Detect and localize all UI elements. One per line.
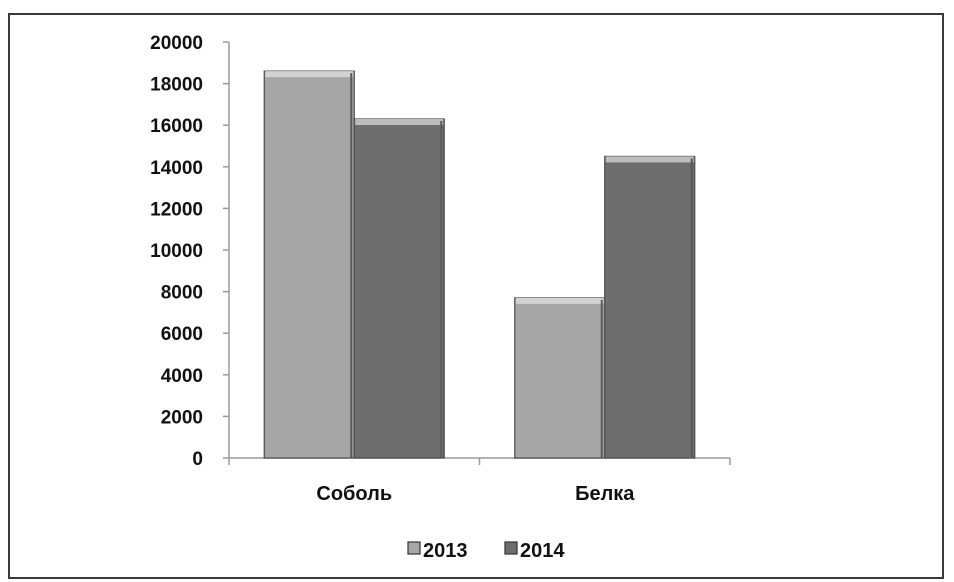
legend-label: 2014: [520, 540, 565, 562]
y-tick-label: 4000: [161, 366, 203, 387]
legend-label: 2013: [423, 540, 468, 562]
legend: 2013 2014: [407, 540, 565, 562]
bar-body: [514, 297, 606, 459]
y-tick-label: 6000: [161, 324, 203, 345]
y-tick-label: 0: [192, 449, 203, 470]
y-tick-label: 18000: [150, 75, 203, 96]
bar-2013: [263, 70, 355, 459]
bar-top-bevel: [605, 156, 694, 163]
legend-swatch: [504, 541, 518, 555]
bar-2014: [604, 155, 696, 459]
bar-body: [604, 155, 696, 459]
bars: [263, 70, 696, 459]
legend-item-2013: 2013: [407, 540, 468, 562]
chart-frame: [8, 13, 944, 579]
legend-item-2014: 2014: [504, 540, 565, 562]
bar-top-bevel: [355, 118, 444, 125]
legend-swatch: [407, 541, 421, 555]
bar-body: [263, 70, 355, 459]
x-category-label: Соболь: [316, 483, 392, 505]
y-tick-label: 10000: [150, 241, 203, 262]
bar-top-bevel: [265, 71, 354, 78]
y-tick-label: 14000: [150, 158, 203, 179]
bar-top-bevel: [515, 297, 604, 304]
y-tick-label: 2000: [161, 407, 203, 428]
bar-2014: [353, 118, 445, 459]
y-tick-label: 8000: [161, 283, 203, 304]
bar-body: [353, 118, 445, 459]
y-axis: 0 2000 4000 6000 8000 10000 12000 14000 16000 180…: [150, 33, 230, 470]
y-tick-label: 20000: [150, 33, 203, 54]
x-axis: Соболь Белка: [228, 457, 731, 505]
x-category-label: Белка: [575, 483, 635, 505]
y-tick-label: 12000: [150, 199, 203, 220]
y-tick-label: 16000: [150, 116, 203, 137]
bar-2013: [514, 297, 606, 459]
